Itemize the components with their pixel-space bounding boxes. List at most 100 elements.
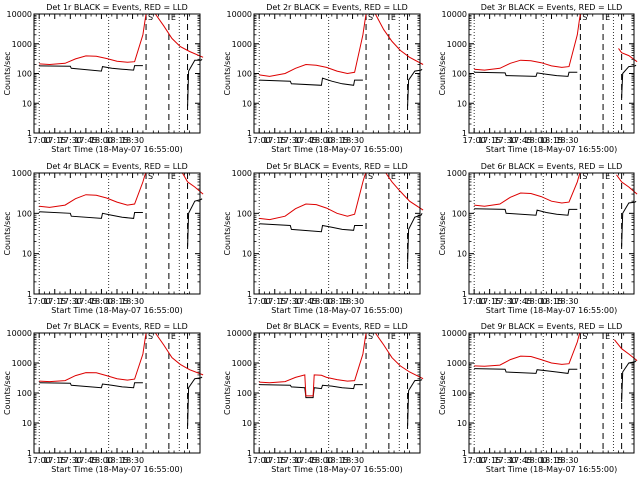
y-tick-label: 10 [457, 419, 467, 428]
x-tick-label: 18:00 [525, 297, 548, 306]
plot-frame [468, 13, 635, 134]
y-axis-label: Counts/sec [3, 211, 12, 255]
x-tick-label: 18:15 [540, 136, 563, 145]
x-tick-label: 17:45 [509, 136, 532, 145]
y-axis-label: Counts/sec [438, 51, 447, 95]
x-tick-label: 18:00 [525, 456, 548, 465]
start-marker: S [582, 13, 587, 22]
y-tick-label: 1 [247, 129, 252, 138]
series-lld [474, 13, 581, 71]
chart-panel-7: Det 7r BLACK = Events, RED = LLD Counts/s… [3, 322, 204, 474]
series-events [407, 379, 423, 426]
y-axis-label: Counts/sec [438, 371, 447, 415]
start-marker: S [582, 332, 587, 341]
x-tick-label: 18:30 [341, 297, 364, 306]
series-lld [259, 13, 367, 77]
x-axis-label: Start Time (18-May-07 16:55:00) [51, 465, 182, 474]
plot-frame [253, 172, 421, 295]
y-tick-label: 100 [452, 70, 467, 79]
series-lld [39, 332, 147, 383]
y-tick-label: 10 [242, 419, 252, 428]
x-tick-label: 17:45 [509, 297, 532, 306]
series-events [621, 64, 637, 99]
end-marker: E [391, 13, 396, 22]
x-tick-label: 17:45 [509, 456, 532, 465]
chart-panel-5: Det 5r BLACK = Events, RED = LLD Counts/s… [223, 162, 424, 315]
x-tick-label: 18:15 [540, 456, 563, 465]
x-tick-label: 17:45 [294, 456, 317, 465]
x-tick-label: 18:00 [310, 456, 333, 465]
chart-title: Det 3r BLACK = Events, RED = LLD [481, 3, 623, 12]
chart-panel-2: Det 2r BLACK = Events, RED = LLD Counts/s… [223, 3, 424, 154]
x-tick-label: 17:45 [294, 136, 317, 145]
x-axis-label: Start Time (18-May-07 16:55:00) [486, 465, 617, 474]
series-lld [259, 332, 367, 397]
series-events [474, 208, 578, 216]
x-tick-label: 18:15 [105, 297, 128, 306]
x-tick-label: 17:15 [263, 297, 286, 306]
x-tick-label: 17:45 [74, 297, 97, 306]
start-marker: S [148, 13, 153, 22]
x-tick-label: 18:00 [90, 297, 113, 306]
x-tick-label: 18:30 [121, 136, 144, 145]
y-tick-label: 10000 [442, 329, 467, 338]
y-tick-label: 10 [242, 99, 252, 108]
x-axis-label: Start Time (18-May-07 16:55:00) [51, 145, 182, 154]
series-events [259, 384, 363, 399]
x-tick-label: 17:00 [248, 297, 271, 306]
y-tick-label: 10000 [7, 329, 32, 338]
series-events [407, 68, 423, 107]
series-lld [181, 172, 204, 195]
plot-frame [468, 332, 635, 454]
y-tick-label: 100 [237, 209, 252, 218]
start-marker: S [582, 172, 587, 181]
y-tick-label: 100 [237, 389, 252, 398]
chart-panel-8: Det 8r BLACK = Events, RED = LLD Counts/s… [223, 322, 424, 474]
x-tick-label: 17:15 [43, 136, 66, 145]
y-tick-label: 1 [247, 290, 252, 299]
y-tick-label: 100 [17, 389, 32, 398]
x-tick-label: 18:15 [105, 136, 128, 145]
y-tick-label: 10000 [227, 10, 252, 19]
x-tick-label: 17:45 [294, 297, 317, 306]
series-events [474, 71, 578, 77]
x-tick-label: 17:45 [74, 456, 97, 465]
y-tick-label: 1000 [12, 169, 32, 178]
end-marker: E [171, 172, 176, 181]
chart-title: Det 4r BLACK = Events, RED = LLD [46, 162, 188, 171]
y-tick-label: 1000 [232, 169, 252, 178]
x-tick-label: 17:00 [463, 297, 486, 306]
end-marker: E [391, 172, 396, 181]
chart-title: Det 9r BLACK = Events, RED = LLD [481, 322, 623, 331]
series-lld [616, 174, 638, 195]
series-lld [374, 13, 424, 65]
x-axis-label: Start Time (18-May-07 16:55:00) [51, 306, 182, 315]
y-tick-label: 1 [27, 290, 32, 299]
series-events [621, 200, 637, 247]
x-tick-label: 17:15 [263, 136, 286, 145]
chart-title: Det 8r BLACK = Events, RED = LLD [266, 322, 408, 331]
chart-panel-6: Det 6r BLACK = Events, RED = LLD Counts/s… [438, 162, 638, 315]
y-tick-label: 1 [27, 129, 32, 138]
series-lld [259, 172, 367, 221]
series-lld [385, 172, 424, 211]
x-axis-label: Start Time (18-May-07 16:55:00) [486, 145, 617, 154]
y-tick-label: 100 [237, 70, 252, 79]
y-tick-label: 1000 [12, 40, 32, 49]
x-tick-label: 18:15 [325, 456, 348, 465]
x-tick-label: 17:00 [28, 456, 51, 465]
y-axis-label: Counts/sec [3, 371, 12, 415]
y-tick-label: 10 [242, 250, 252, 259]
x-tick-label: 17:45 [74, 136, 97, 145]
series-events [621, 360, 637, 403]
x-tick-label: 17:00 [28, 297, 51, 306]
chart-title: Det 7r BLACK = Events, RED = LLD [46, 322, 188, 331]
x-tick-label: 17:30 [59, 136, 82, 145]
y-axis-label: Counts/sec [3, 51, 12, 95]
x-tick-label: 17:00 [28, 136, 51, 145]
x-tick-label: 17:00 [248, 136, 271, 145]
x-tick-label: 18:15 [105, 456, 128, 465]
y-tick-label: 10 [22, 99, 32, 108]
